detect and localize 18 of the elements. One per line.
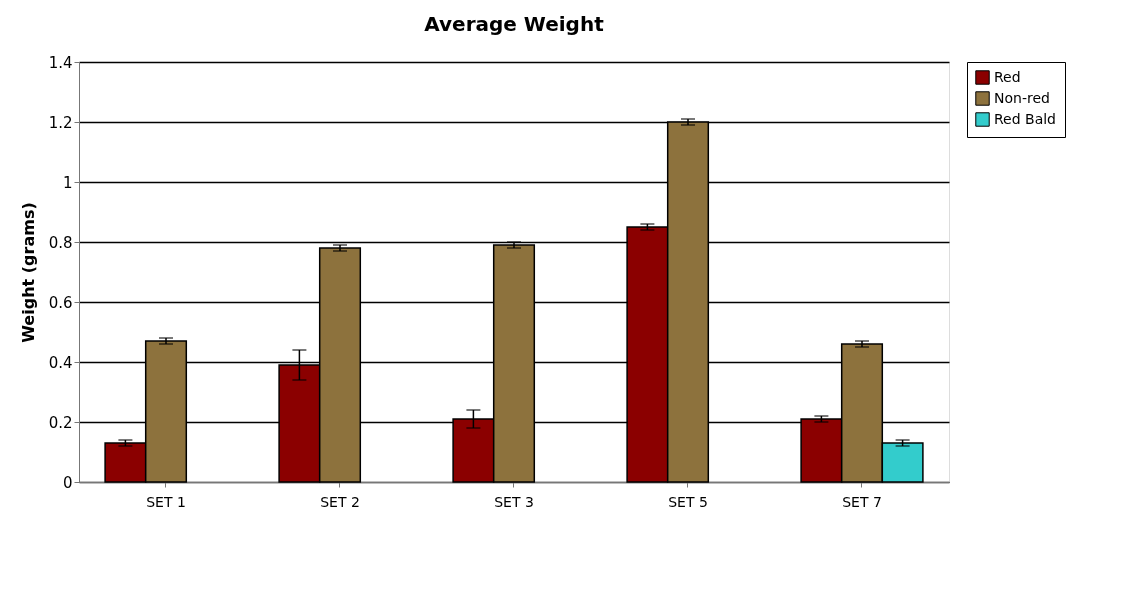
y-tick-label: 1.4 [48, 53, 73, 72]
y-tick-label: 0.2 [48, 413, 73, 432]
y-axis-title: Weight (grams) [18, 202, 38, 343]
y-tick-label: 0 [62, 473, 73, 492]
y-tick-label: 0.4 [48, 353, 73, 372]
legend-label: Non-red [994, 89, 1050, 106]
y-tick-label: 0.6 [48, 293, 73, 312]
x-tick-label: SET 3 [494, 493, 534, 510]
legend-label: Red Bald [994, 110, 1057, 127]
legend-label: Red [994, 68, 1021, 85]
x-tick-label: SET 7 [842, 493, 882, 510]
y-tick-label: 1.2 [48, 113, 73, 132]
chart-title: Average Weight [424, 12, 605, 36]
x-tick-label: SET 2 [320, 493, 360, 510]
x-tick-label: SET 1 [146, 493, 186, 510]
x-tick-label: SET 5 [668, 493, 708, 510]
y-tick-label: 0.8 [48, 233, 73, 252]
y-tick-label: 1 [62, 173, 73, 192]
